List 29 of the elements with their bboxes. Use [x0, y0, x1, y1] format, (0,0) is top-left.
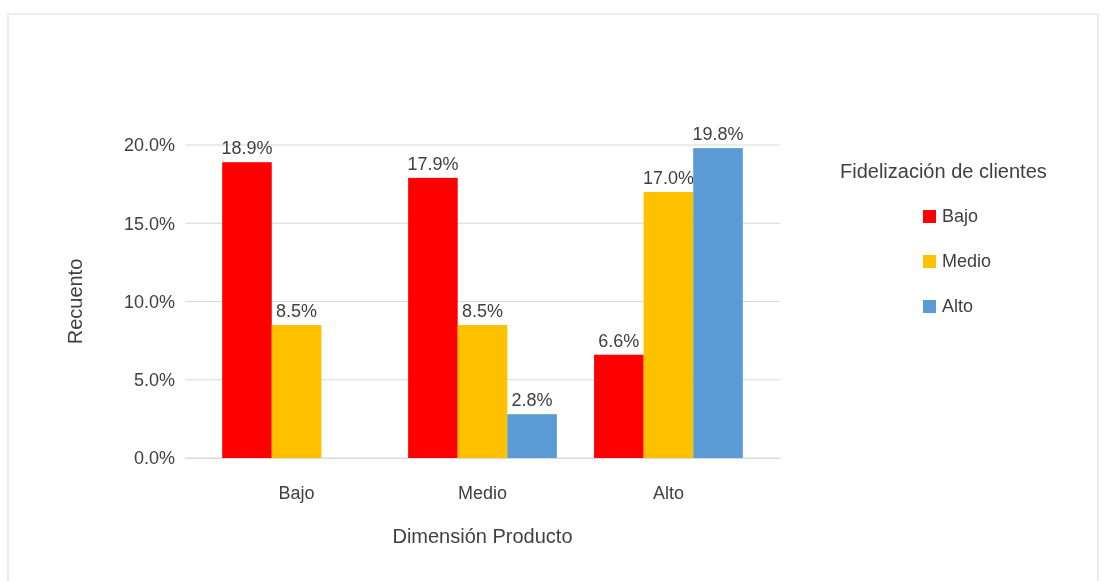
legend-label: Alto	[942, 296, 974, 316]
x-tick-label: Bajo	[278, 482, 315, 503]
bar	[594, 354, 644, 458]
x-tick-label: Alto	[652, 482, 684, 503]
bar	[271, 324, 322, 458]
data-label: 19.8%	[692, 124, 744, 145]
legend-label: Medio	[942, 251, 992, 271]
x-axis-title: Dimensión Producto	[392, 525, 573, 547]
data-label: 8.5%	[461, 300, 504, 321]
bar	[693, 148, 743, 458]
y-tick-label: 10.0%	[123, 291, 175, 312]
bar	[507, 414, 557, 458]
y-tick-label: 20.0%	[123, 135, 175, 156]
data-label: 17.9%	[407, 153, 459, 174]
y-tick-label: 0.0%	[133, 448, 175, 469]
x-tick-label: Medio	[457, 482, 508, 503]
data-label: 18.9%	[221, 138, 273, 159]
bar	[643, 191, 694, 458]
legend-label: Bajo	[942, 206, 979, 226]
bar	[408, 177, 458, 458]
bar	[457, 324, 508, 458]
data-label: 8.5%	[276, 300, 318, 321]
y-tick-label: 5.0%	[133, 370, 175, 391]
y-axis-title: Recuento	[64, 258, 86, 345]
y-tick-label: 15.0%	[123, 213, 175, 234]
legend-title: Fidelización de clientes	[840, 160, 1047, 182]
data-label: 6.6%	[598, 330, 640, 351]
bar	[222, 162, 272, 458]
data-label: 2.8%	[511, 390, 553, 411]
